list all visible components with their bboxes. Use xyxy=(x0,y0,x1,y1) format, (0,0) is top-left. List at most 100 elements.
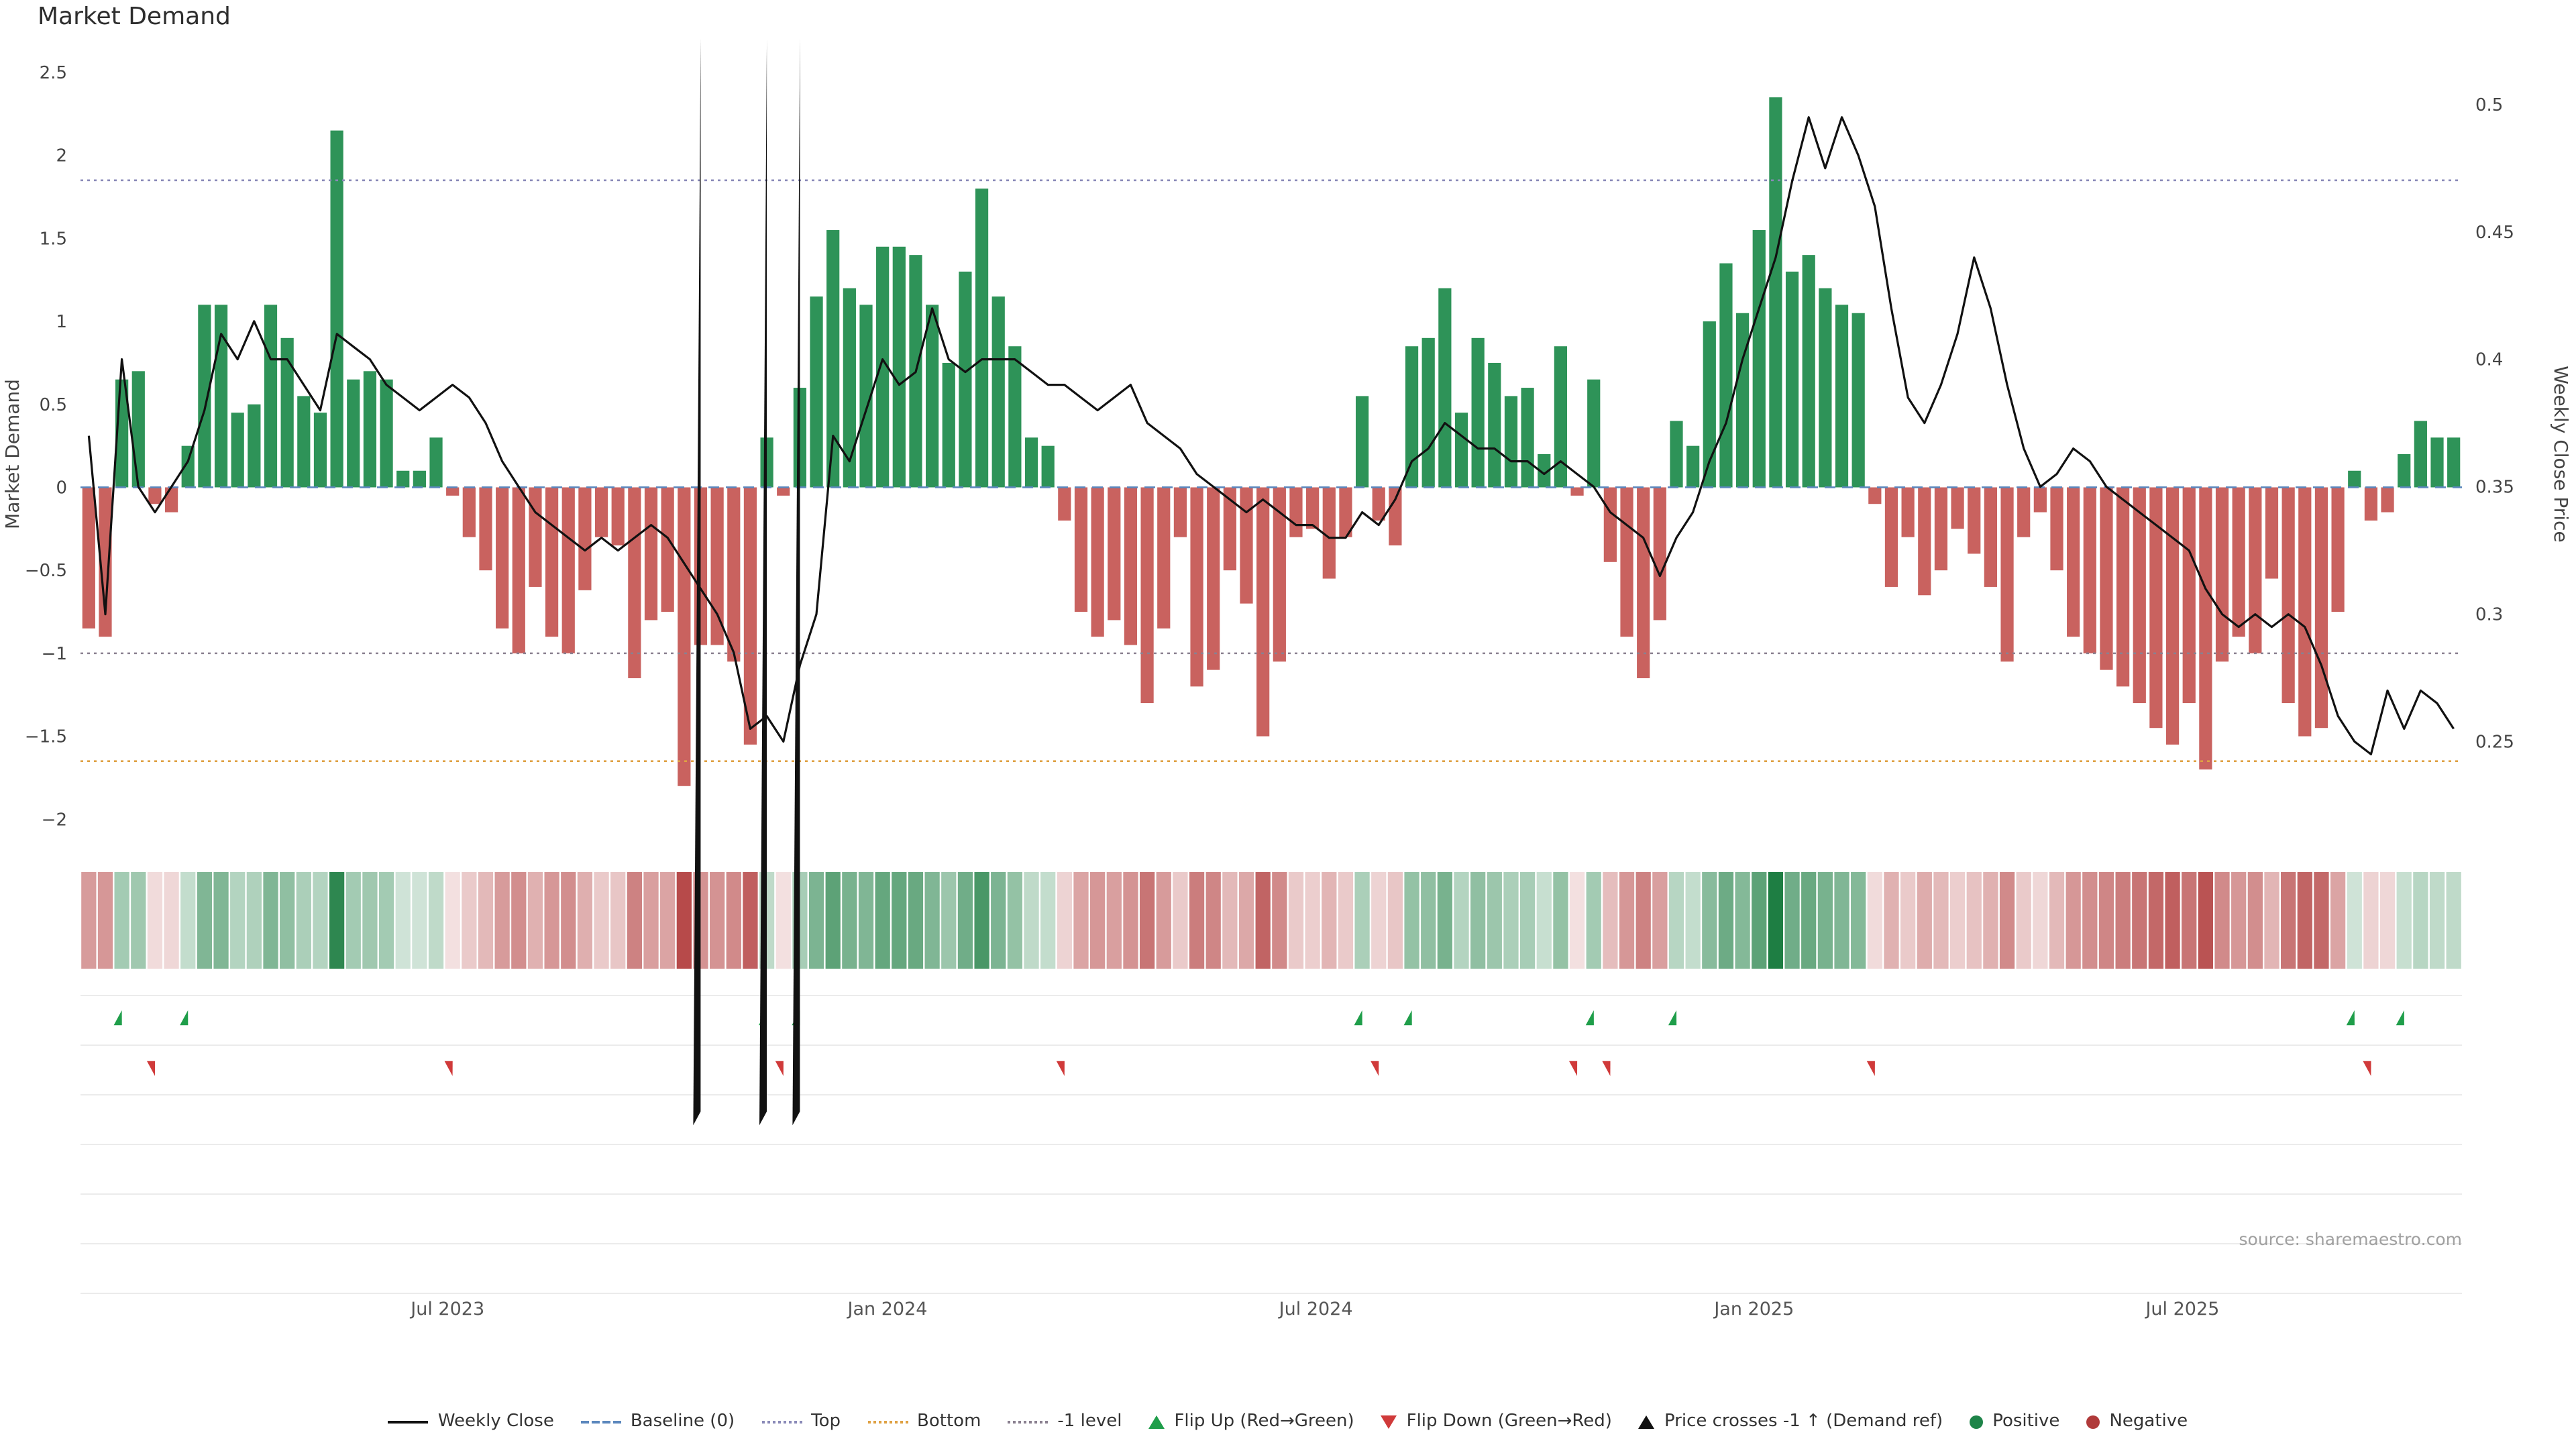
x-axis-tick-label: Jan 2024 xyxy=(847,1299,928,1320)
heatmap-cell xyxy=(1983,872,1998,969)
heatmap-cell xyxy=(1338,872,1354,969)
market-demand-chart: 2.5 2 1.5 1 0.5 0 −0.5 −1 −1.5 −2 Market Demand 0.5… xyxy=(1,38,2572,1320)
demand-bar xyxy=(1686,445,1700,488)
legend-item-price-crosses: Price crosses -1 ↑ (Demand ref) xyxy=(1638,1411,1943,1432)
demand-bar xyxy=(1653,487,1666,621)
demand-bar xyxy=(644,487,658,621)
heatmap-cell xyxy=(296,872,311,969)
heatmap-cell xyxy=(2396,872,2412,969)
legend-item-top: Top xyxy=(761,1411,841,1432)
demand-bar xyxy=(2364,487,2378,521)
heatmap-cell xyxy=(991,872,1006,969)
demand-bar xyxy=(545,487,559,637)
demand-bar xyxy=(2133,487,2146,704)
demand-bar xyxy=(2331,487,2345,612)
heatmap-cell xyxy=(1553,872,1568,969)
demand-bar xyxy=(164,487,178,513)
demand-bar xyxy=(2000,487,2014,662)
heatmap-cell xyxy=(1503,872,1519,969)
demand-bar xyxy=(1603,487,1617,562)
demand-bar xyxy=(264,305,278,488)
heatmap-cell xyxy=(1139,872,1155,969)
heatmap-cell xyxy=(197,872,213,969)
legend-item-weekly-close: Weekly Close xyxy=(388,1411,554,1432)
heatmap-cell xyxy=(2379,872,2396,969)
demand-bar xyxy=(1802,255,1815,488)
demand-bar xyxy=(2348,470,2361,488)
demand-bar xyxy=(1372,487,1385,521)
demand-bar xyxy=(1207,487,1220,670)
heatmap-cell xyxy=(1238,872,1254,969)
heatmap-cell xyxy=(1057,872,1072,969)
demand-bar xyxy=(1570,487,1584,496)
flip-down-marker-icon xyxy=(775,1061,784,1076)
heatmap-cell xyxy=(2016,872,2031,969)
heatmap-cell xyxy=(1752,872,1767,969)
demand-bar xyxy=(843,288,856,488)
demand-bar xyxy=(1256,487,1270,737)
heatmap-cell xyxy=(2165,872,2180,969)
demand-bar xyxy=(826,230,840,488)
flip-down-marker-icon xyxy=(1371,1061,1379,1076)
heatmap-cell xyxy=(2033,872,2048,969)
heatmap-cell xyxy=(2247,872,2263,969)
heatmap-cell xyxy=(1404,872,1419,969)
demand-bar xyxy=(512,487,525,653)
demand-bar xyxy=(363,371,377,488)
flip-up-marker-icon xyxy=(1354,1010,1362,1026)
legend-negative-dot-icon xyxy=(2086,1415,2100,1428)
demand-bar xyxy=(2265,487,2279,579)
heatmap-cell xyxy=(1834,872,1849,969)
demand-bar xyxy=(1868,487,1882,504)
x-axis-tick-label: Jul 2023 xyxy=(409,1299,484,1320)
heatmap-cell xyxy=(1189,872,1205,969)
legend-positive-dot-icon xyxy=(1970,1415,1984,1428)
heatmap-cell xyxy=(2082,872,2098,969)
heatmap-cell xyxy=(892,872,907,969)
legend-label: Baseline (0) xyxy=(630,1411,735,1432)
x-axis: Jul 2023 Jan 2024 Jul 2024 Jan 2025 Jul 2025 xyxy=(409,1299,2219,1320)
demand-bar xyxy=(1289,487,1303,537)
demand-bar xyxy=(2298,487,2312,737)
heatmap-cell xyxy=(1371,872,1387,969)
heatmap-cell xyxy=(544,872,559,969)
legend-flip-down-triangle-down-icon xyxy=(1381,1415,1397,1428)
demand-bar xyxy=(1968,487,1981,554)
heatmap-cell xyxy=(1768,872,1784,969)
flip-up-markers xyxy=(113,1010,2404,1026)
demand-bar xyxy=(1454,413,1468,488)
heatmap-cell xyxy=(2198,872,2214,969)
flip-up-marker-icon xyxy=(1668,1010,1677,1026)
demand-bar xyxy=(2249,487,2262,653)
legend-label: Weekly Close xyxy=(437,1411,554,1432)
heatmap-cell xyxy=(1421,872,1436,969)
demand-bar xyxy=(661,487,674,612)
left-axis: 2.5 2 1.5 1 0.5 0 −0.5 −1 −1.5 −2 xyxy=(25,63,67,830)
heatmap-cell xyxy=(643,872,659,969)
heatmap-cell xyxy=(2132,872,2147,969)
heatmap-cell xyxy=(2429,872,2445,969)
heatmap-cell xyxy=(2098,872,2114,969)
flip-down-marker-icon xyxy=(1866,1061,1875,1076)
demand-bar xyxy=(1240,487,1253,604)
demand-bar xyxy=(2398,454,2411,488)
heatmap-cell xyxy=(974,872,989,969)
heatmap-cell xyxy=(1668,872,1684,969)
heatmap-cell xyxy=(1603,872,1618,969)
heatmap-cell xyxy=(710,872,725,969)
heatmap-cell xyxy=(676,872,692,969)
legend-item-flip-down: Flip Down (Green→Red) xyxy=(1381,1411,1612,1432)
demand-bar xyxy=(1488,362,1501,488)
heatmap-cell xyxy=(81,872,97,969)
demand-bar xyxy=(1769,97,1782,488)
heatmap-cell xyxy=(1685,872,1701,969)
demand-bar xyxy=(280,337,294,488)
demand-bar xyxy=(1819,288,1832,488)
demand-bar xyxy=(462,487,476,537)
heatmap-cell xyxy=(462,872,477,969)
heatmap-cell xyxy=(246,872,262,969)
demand-bar xyxy=(578,487,592,590)
heatmap-cell xyxy=(1222,872,1238,969)
heatmap-cell xyxy=(561,872,576,969)
